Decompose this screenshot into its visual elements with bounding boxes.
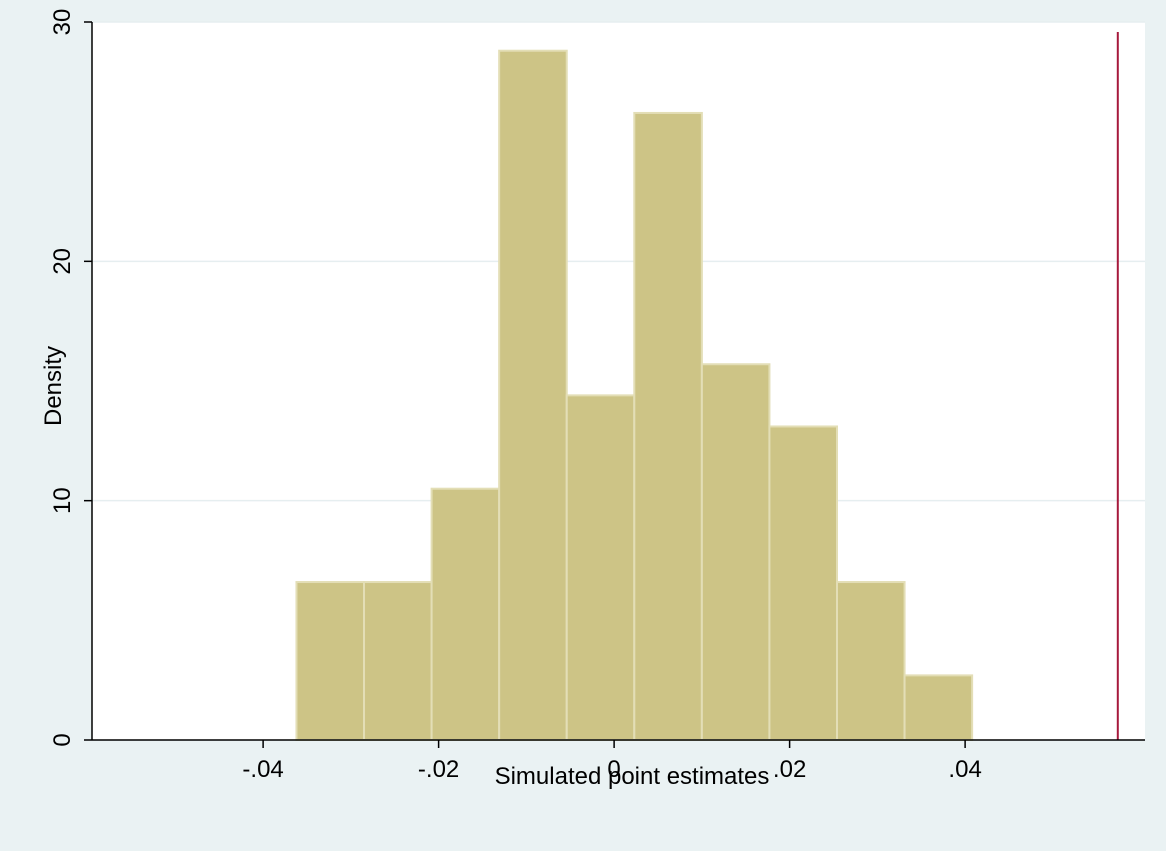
y-tick-label-1: 10: [49, 487, 76, 514]
histogram-bar-0: [295, 581, 366, 741]
histogram-bar-8: [835, 581, 906, 741]
y-ticks: 0 10 20 30: [49, 9, 92, 747]
histogram-bar-2: [430, 487, 501, 742]
y-tick-label-2: 20: [49, 248, 76, 275]
x-tick-label-3: .02: [773, 756, 806, 783]
y-tick-label-3: 30: [49, 9, 76, 36]
x-tick-label-2: 0: [607, 756, 620, 783]
y-tick-label-0: 0: [49, 733, 76, 746]
histogram-bar-9: [903, 674, 974, 742]
histogram-bars: [295, 49, 974, 742]
y-axis-label: Density: [40, 346, 67, 426]
x-tick-label-1: -.02: [418, 756, 459, 783]
axes: [91, 22, 1145, 741]
histogram-bar-7: [768, 425, 838, 741]
x-tick-label-4: .04: [948, 756, 981, 783]
histogram-bar-5: [633, 111, 703, 742]
histogram-bar-4: [565, 394, 636, 741]
x-ticks: -.04 -.02 0 .02 .04: [242, 740, 982, 783]
x-tick-label-0: -.04: [242, 756, 283, 783]
histogram-bar-6: [700, 363, 771, 741]
histogram-bar-1: [363, 581, 433, 741]
histogram-bar-3: [498, 49, 568, 742]
x-axis-label: Simulated point estimates: [495, 763, 770, 790]
